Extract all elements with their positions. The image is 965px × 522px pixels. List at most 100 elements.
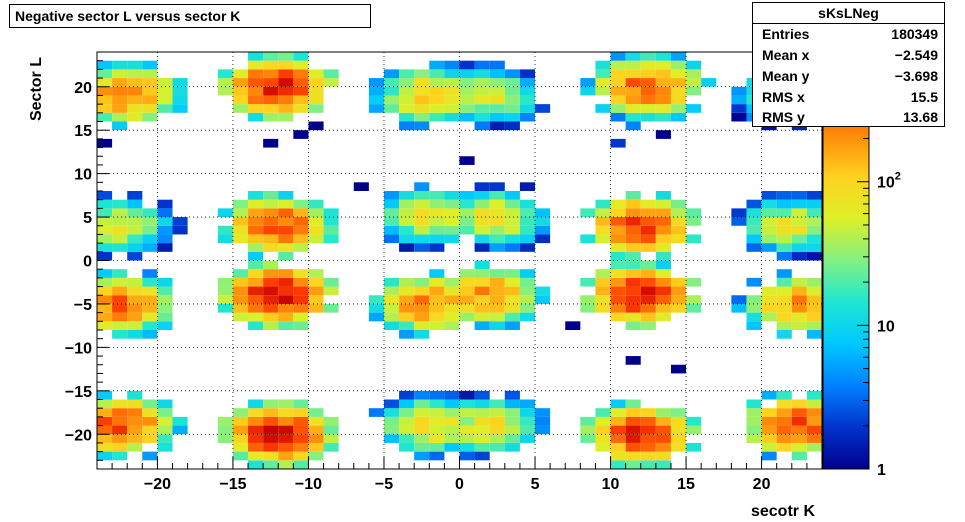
heatmap-cell (383, 321, 400, 330)
heatmap-cell (293, 277, 309, 287)
heatmap-cell (399, 112, 415, 122)
heatmap-cell (670, 303, 687, 313)
heatmap-cell (686, 234, 702, 244)
heatmap-cell (489, 121, 505, 131)
heatmap-cell (640, 78, 656, 87)
heatmap-cell (429, 243, 445, 252)
heatmap-cell (761, 191, 777, 200)
chart-title: Negative sector L versus sector K (15, 8, 241, 24)
heatmap-cell (353, 182, 369, 191)
heatmap-cell (383, 303, 400, 313)
heatmap-cell (474, 225, 490, 235)
heatmap-cell (112, 442, 128, 452)
heatmap-cell (308, 234, 324, 244)
heatmap-cell (97, 303, 113, 313)
heatmap-cell (278, 60, 294, 70)
heatmap-cell (504, 217, 520, 226)
heatmap-cell (610, 460, 626, 469)
heatmap-cell (444, 191, 460, 200)
heatmap-cell (112, 234, 128, 244)
heatmap-cell (806, 321, 822, 330)
heatmap-cell (610, 69, 626, 79)
heatmap-cell (293, 416, 309, 426)
heatmap-cell (127, 399, 143, 409)
heatmap-cell (278, 442, 294, 452)
heatmap-cell (232, 312, 249, 322)
heatmap-cell (655, 60, 671, 70)
heatmap-cell (217, 425, 233, 435)
colorbar-tick-exponent: 2 (895, 171, 901, 183)
heatmap-cell (776, 269, 792, 278)
stats-row-mean-y: Mean y −3.698 (762, 66, 938, 87)
heatmap-cell (504, 390, 520, 400)
heatmap-cell (761, 451, 777, 461)
heatmap-cell (263, 312, 279, 322)
heatmap-cell (791, 234, 807, 244)
heatmap-cell (142, 78, 158, 87)
heatmap-cell (112, 60, 128, 70)
heatmap-cell (459, 312, 475, 322)
heatmap-cell (489, 303, 505, 313)
heatmap-cell (157, 286, 173, 296)
heatmap-cell (308, 225, 324, 235)
heatmap-cell (383, 416, 400, 426)
heatmap-cell (429, 104, 445, 113)
heatmap-cell (399, 95, 415, 105)
heatmap-cell (429, 442, 445, 452)
heatmap-cell (323, 234, 339, 244)
heatmap-cell (127, 442, 143, 452)
heatmap-cell (383, 191, 400, 200)
heatmap-cell (806, 425, 822, 435)
heatmap-cell (791, 208, 807, 218)
heatmap-cell (776, 199, 792, 209)
heatmap-cell (323, 217, 339, 226)
heatmap-cell (232, 451, 249, 461)
heatmap-cell (459, 434, 475, 443)
heatmap-cell (489, 199, 505, 209)
heatmap-cell (580, 416, 596, 426)
heatmap-cell (640, 199, 656, 209)
heatmap-cell (806, 408, 822, 417)
heatmap-cell (414, 69, 430, 79)
heatmap-cell (519, 243, 536, 252)
heatmap-cell (157, 295, 173, 304)
x-tick-label: −15 (219, 476, 246, 493)
heatmap-cell (248, 460, 264, 469)
heatmap-cell (248, 451, 264, 461)
heatmap-cell (791, 217, 807, 226)
heatmap-cell (595, 234, 611, 244)
x-tick-label: 0 (455, 476, 464, 493)
heatmap-cell (308, 217, 324, 226)
heatmap-cell (293, 321, 309, 330)
y-tick-label: 5 (83, 210, 92, 227)
heatmap-cell (293, 460, 309, 469)
heatmap-cell (474, 303, 490, 313)
heatmap-cell (97, 416, 113, 426)
heatmap-cell (97, 104, 113, 113)
heatmap-cell (459, 208, 475, 218)
heatmap-cell (263, 112, 279, 122)
heatmap-cell (610, 442, 626, 452)
heatmap-cell (444, 95, 460, 105)
heatmap-cell (263, 69, 279, 79)
heatmap-cell (640, 451, 656, 461)
heatmap-cell (595, 416, 611, 426)
heatmap-cell (232, 217, 249, 226)
heatmap-cell (97, 425, 113, 435)
heatmap-cell (263, 260, 279, 270)
heatmap-cell (112, 112, 128, 122)
heatmap-cell (655, 95, 671, 105)
heatmap-cell (670, 112, 687, 122)
heatmap-cell (686, 104, 702, 113)
heatmap-cell (670, 199, 687, 209)
heatmap-cell (414, 104, 430, 113)
heatmap-cell (655, 442, 671, 452)
heatmap-cell (489, 416, 505, 426)
heatmap-cell (142, 295, 158, 304)
heatmap-cell (278, 191, 294, 200)
heatmap-cell (232, 425, 249, 435)
heatmap-cell (640, 234, 656, 244)
heatmap-cell (489, 269, 505, 278)
heatmap-cell (263, 104, 279, 113)
heatmap-cell (97, 95, 113, 105)
